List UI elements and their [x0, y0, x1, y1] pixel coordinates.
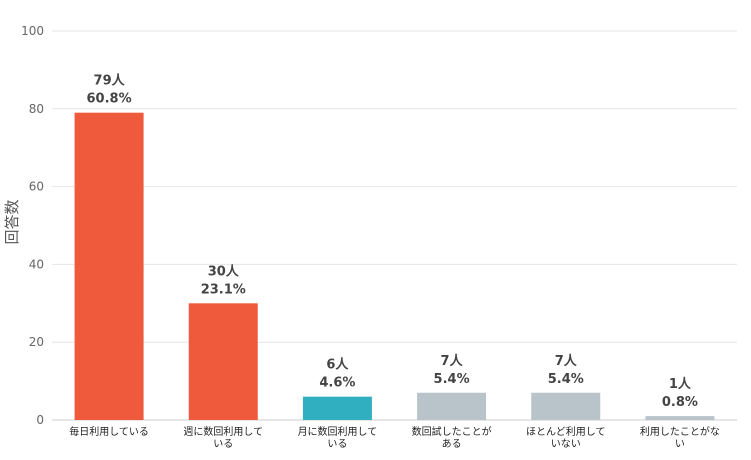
category-label: いる — [327, 438, 347, 450]
category-label: いる — [213, 438, 233, 450]
category-label: 利用したことがな — [640, 425, 720, 438]
data-label: 79人 — [94, 73, 126, 89]
bar — [302, 396, 372, 420]
data-label: 7人 — [441, 353, 464, 369]
category-label: い — [675, 439, 685, 450]
bar — [188, 303, 258, 420]
y-tick-label: 0 — [36, 413, 44, 427]
category-label: ある — [442, 438, 462, 450]
bars — [74, 112, 715, 420]
y-tick-label: 20 — [29, 335, 44, 349]
category-label: 毎日利用している — [69, 425, 149, 438]
y-tick-label: 100 — [21, 24, 44, 38]
y-axis-label: 回答数 — [3, 199, 21, 244]
data-label: 4.6% — [319, 376, 355, 391]
bar — [531, 392, 601, 420]
y-axis-ticks: 0 20 40 60 80 100 — [21, 24, 44, 427]
category-label: ほとんど利用して — [526, 426, 605, 438]
category-label: 週に数回利用して — [183, 425, 263, 438]
y-tick-label: 40 — [29, 257, 44, 271]
data-label: 23.1% — [201, 282, 246, 297]
data-label: 30人 — [208, 263, 240, 279]
category-label: 数回試したことが — [412, 425, 492, 438]
x-axis-categories: 毎日利用している 週に数回利用している月に数回利用している数回試したことがあるほと… — [69, 425, 720, 450]
data-label: 60.8% — [87, 92, 132, 107]
bar — [74, 112, 144, 420]
y-tick-label: 80 — [29, 102, 44, 116]
bar — [645, 416, 715, 420]
data-label: 5.4% — [548, 372, 584, 387]
grid-lines — [52, 30, 737, 421]
y-tick-label: 60 — [29, 180, 44, 194]
bar — [417, 392, 487, 420]
data-label: 0.8% — [662, 395, 698, 410]
data-label: 5.4% — [434, 372, 470, 387]
data-label: 1人 — [669, 376, 692, 392]
data-label: 7人 — [555, 353, 578, 369]
data-label: 6人 — [326, 357, 349, 373]
data-labels: 79人 60.8% 30人 23.1% 6人 4.6% 7人 5.4% 7人 5.4% 1人 0.8% — [87, 73, 698, 410]
category-label: 月に数回利用して — [298, 425, 378, 438]
category-label: いない — [551, 438, 581, 450]
